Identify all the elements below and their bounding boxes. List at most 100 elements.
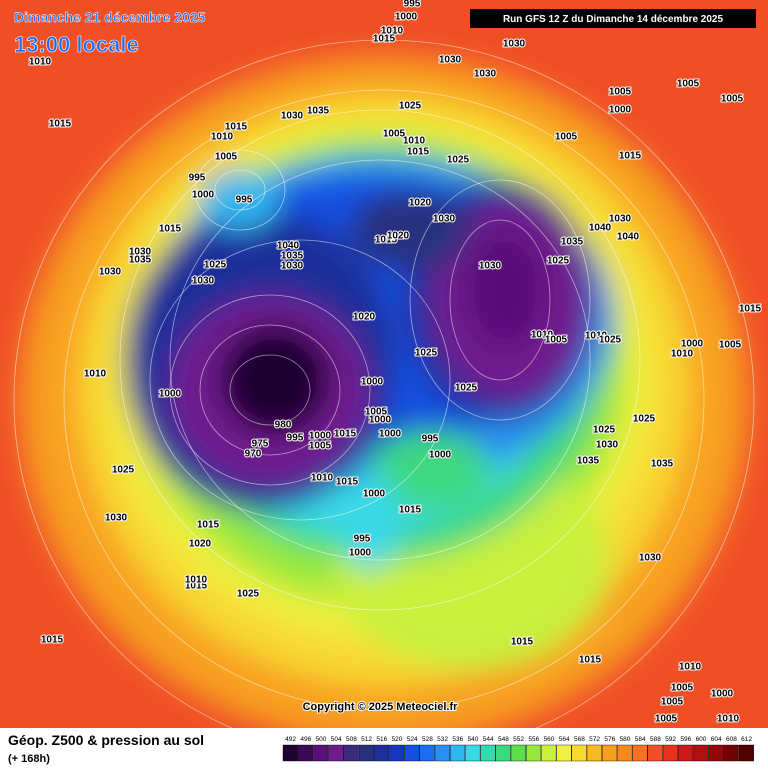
isobar-label: 1000 [363, 489, 386, 500]
forecast-date: Dimanche 21 décembre 2025 [14, 9, 206, 25]
isobar-label: 1015 [373, 34, 396, 45]
legend-swatch [647, 744, 663, 762]
footer-title: Géop. Z500 & pression au sol [8, 732, 204, 748]
legend-label: 520 [392, 736, 403, 743]
isobar-label: 1000 [349, 548, 372, 559]
isobar-label: 995 [422, 434, 439, 445]
isobar-label: 1015 [159, 224, 182, 235]
isobar-label: 1030 [129, 247, 152, 258]
isobar-label: 1000 [609, 105, 632, 116]
isobar-label: 1040 [589, 223, 612, 234]
geopotential-region [465, 230, 545, 350]
isobar-label: 1030 [474, 69, 497, 80]
legend-swatch [328, 744, 344, 762]
legend-label: 512 [361, 736, 372, 743]
isobar-label: 1025 [399, 101, 422, 112]
isobar-label: 1015 [579, 655, 602, 666]
isobar-label: 1025 [204, 260, 227, 271]
footer-lead: (+ 168h) [8, 753, 50, 765]
isobar-line [13, 39, 755, 728]
isobar-label: 1000 [159, 389, 182, 400]
legend-swatch [541, 744, 557, 762]
forecast-time: 13:00 locale [14, 32, 139, 57]
isobar-label: 1030 [99, 267, 122, 278]
legend-label: 572 [589, 736, 600, 743]
legend-label: 596 [680, 736, 691, 743]
legend-label: 608 [726, 736, 737, 743]
isobar-label: 1020 [409, 198, 432, 209]
isobar-line [449, 219, 551, 381]
isobar-label: 1030 [192, 276, 215, 287]
isobar-label: 1030 [479, 261, 502, 272]
isobar-label: 1005 [609, 87, 632, 98]
isobar-label: 1030 [503, 39, 526, 50]
legend-swatch [510, 744, 526, 762]
isobar-label: 1010 [311, 473, 334, 484]
legend-label: 604 [711, 736, 722, 743]
geopotential-region [370, 430, 490, 510]
isobar-line [409, 179, 591, 421]
legend-label: 600 [696, 736, 707, 743]
legend-swatch [602, 744, 618, 762]
isobar-label: 1015 [225, 122, 248, 133]
isobar-label: 1030 [639, 553, 662, 564]
legend-label: 544 [483, 736, 494, 743]
legend-swatch [723, 744, 739, 762]
legend-swatch [571, 744, 587, 762]
isobar-label: 1030 [105, 513, 128, 524]
isobar-label: 995 [404, 0, 421, 10]
isobar-label: 1015 [41, 635, 64, 646]
isobar-label: 1005 [719, 340, 742, 351]
isobar-label: 1005 [383, 129, 406, 140]
isobar-label: 1015 [399, 505, 422, 516]
legend-label: 588 [650, 736, 661, 743]
isobar-line [214, 169, 266, 211]
isobar-label: 1010 [185, 575, 208, 586]
legend-swatch [465, 744, 481, 762]
isobar-label: 1015 [375, 235, 398, 246]
legend-swatch [556, 744, 572, 762]
run-box [470, 9, 756, 28]
isobar-label: 1015 [49, 119, 72, 130]
isobar-label: 1015 [336, 477, 359, 488]
legend-label: 524 [407, 736, 418, 743]
isobar-line [119, 109, 641, 611]
legend-swatch [358, 744, 374, 762]
legend-label: 528 [422, 736, 433, 743]
legend-label: 612 [741, 736, 752, 743]
isobar-label: 995 [287, 433, 304, 444]
legend-swatch [738, 744, 754, 762]
isobar-label: 1005 [309, 441, 332, 452]
isobar-label: 1030 [433, 214, 456, 225]
legend-swatch [404, 744, 420, 762]
isobar-label: 995 [354, 534, 371, 545]
isobar-label: 1005 [661, 697, 684, 708]
copyright: Copyright © 2025 Meteociel.fr [303, 701, 459, 713]
isobar-label: 1010 [679, 662, 702, 673]
run-info: Run GFS 12 Z du Dimanche 14 décembre 202… [503, 14, 724, 25]
isobar-label: 1035 [651, 459, 674, 470]
isobar-label: 1005 [215, 152, 238, 163]
isobar-label: 1030 [281, 261, 304, 272]
isobar-line [149, 239, 451, 521]
legend-label: 508 [346, 736, 357, 743]
isobar-label: 1005 [545, 335, 568, 346]
legend-swatch [282, 744, 298, 762]
isobar-label: 1005 [677, 79, 700, 90]
isobar-label: 995 [189, 173, 206, 184]
isobar-label: 1015 [739, 304, 762, 315]
isobar-label: 1000 [429, 450, 452, 461]
isobar-label: 1010 [403, 136, 426, 147]
legend-swatch [693, 744, 709, 762]
isobar-label: 1035 [281, 251, 304, 262]
isobar-label: 1025 [599, 335, 622, 346]
legend-swatch [313, 744, 329, 762]
isobar-line [199, 324, 341, 456]
isobar-label: 1025 [415, 348, 438, 359]
legend-label: 516 [376, 736, 387, 743]
isobar-label: 1030 [281, 111, 304, 122]
isobar-label: 1000 [681, 339, 704, 350]
isobar-label: 1015 [619, 151, 642, 162]
isobar-label: 1040 [617, 232, 640, 243]
isobar-line [169, 294, 371, 486]
